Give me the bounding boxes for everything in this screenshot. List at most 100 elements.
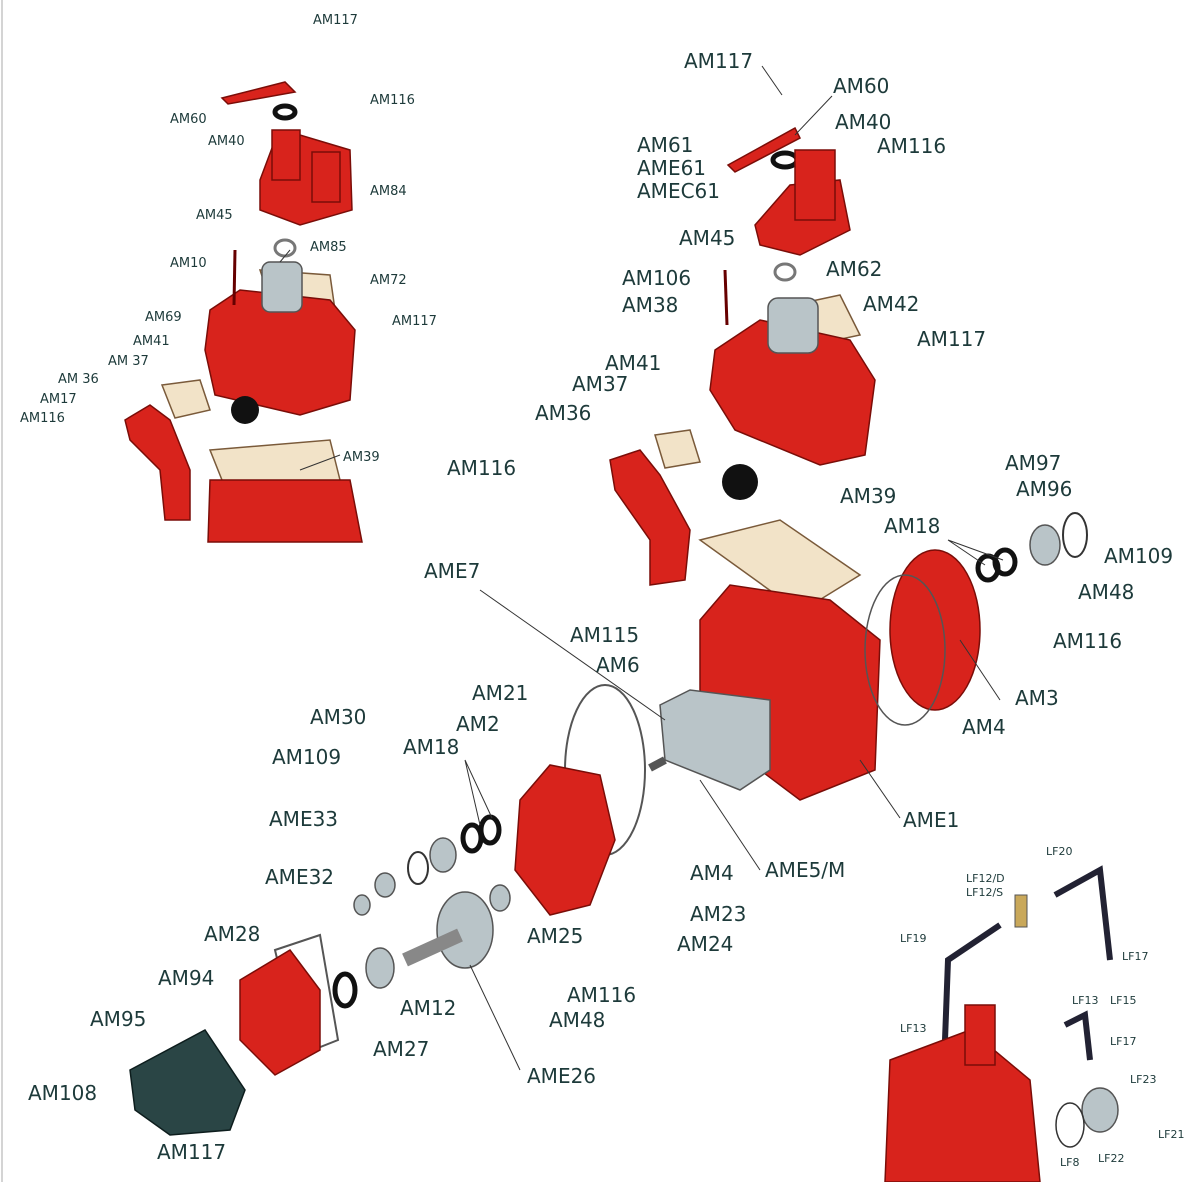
part-label: AM24 [677, 932, 733, 956]
port [312, 152, 340, 202]
part-label: AM10 [170, 256, 207, 271]
part-label: AM21 [472, 681, 528, 705]
part-label: AM116 [447, 456, 516, 480]
part-label: AM85 [310, 240, 347, 255]
part-label: AM45 [679, 226, 735, 250]
part-label: AM97 [1005, 451, 1061, 475]
part-label: AM37 [572, 372, 628, 396]
part-label: AM72 [370, 273, 407, 288]
ball [722, 464, 758, 500]
bearing [366, 948, 394, 988]
gear [354, 895, 370, 915]
part-label: AM39 [343, 450, 380, 465]
part-label: AM94 [158, 966, 214, 990]
part-label: AM106 [622, 266, 691, 290]
part-label: LF13 [1072, 994, 1098, 1007]
part-label: AM117 [157, 1140, 226, 1164]
part-label: AM40 [208, 134, 245, 149]
part-label: LF23 [1130, 1073, 1156, 1086]
part-label: LF15 [1110, 994, 1136, 1007]
fitting [1015, 895, 1027, 927]
part-label: AM45 [196, 208, 233, 223]
gear-wheel [437, 892, 493, 968]
part-label: AM95 [90, 1007, 146, 1031]
part-label: AM69 [145, 310, 182, 325]
part-label: AM116 [370, 93, 415, 108]
part-label: AM117 [392, 314, 437, 329]
part-label: AM117 [313, 13, 358, 28]
part-label: AM48 [1078, 580, 1134, 604]
part-label: AM41 [133, 334, 170, 349]
part-label: AM 37 [108, 354, 149, 369]
part-label: LF21 [1158, 1128, 1184, 1141]
part-label: AME32 [265, 865, 334, 889]
bearing [490, 885, 510, 911]
dipstick [234, 250, 235, 305]
dipstick [725, 270, 727, 325]
part-label: AM30 [310, 705, 366, 729]
part-label: LF17 [1110, 1035, 1136, 1048]
bearing [1030, 525, 1060, 565]
part-label: AM62 [826, 257, 882, 281]
part-label: AM108 [28, 1081, 97, 1105]
part-label: AM116 [20, 411, 65, 426]
part-label: LF12/D [966, 872, 1005, 885]
part-label: AME7 [424, 559, 480, 583]
part-label: AM117 [917, 327, 986, 351]
part-label: AM 36 [58, 372, 99, 387]
part-label: AM3 [1015, 686, 1059, 710]
exploded-diagram: AM117AM60AM116AM40AM84AM45AM85AM10AM72AM… [0, 0, 1184, 1182]
cover [1082, 1088, 1118, 1132]
part-label: AM48 [549, 1008, 605, 1032]
part-label: AM116 [1053, 629, 1122, 653]
part-label: AM40 [835, 110, 891, 134]
part-label: AM39 [840, 484, 896, 508]
part-label: AM60 [170, 112, 207, 127]
part-label: AM23 [690, 902, 746, 926]
part-label: AM109 [272, 745, 341, 769]
ball [231, 396, 259, 424]
body [208, 480, 362, 542]
port [795, 150, 835, 220]
part-label: AM42 [863, 292, 919, 316]
part-label: LF19 [900, 932, 926, 945]
part-label: AM17 [40, 392, 77, 407]
part-label: LF13 [900, 1022, 926, 1035]
part-label: AM116 [567, 983, 636, 1007]
part-label: AM18 [403, 735, 459, 759]
part-label: LF17 [1122, 950, 1148, 963]
part-label: AM2 [456, 712, 500, 736]
part-label: AM115 [570, 623, 639, 647]
part-label: LF20 [1046, 845, 1072, 858]
part-label: AME33 [269, 807, 338, 831]
part-label: AM6 [596, 653, 640, 677]
bearing [430, 838, 456, 872]
port [272, 130, 300, 180]
part-label: AM4 [962, 715, 1006, 739]
part-label: AM12 [400, 996, 456, 1020]
part-label: AM25 [527, 924, 583, 948]
gear [375, 873, 395, 897]
part-label: AM116 [877, 134, 946, 158]
part-label: AM4 [690, 861, 734, 885]
part-label: AM36 [535, 401, 591, 425]
valve [262, 262, 302, 312]
part-label: AME61 [637, 156, 706, 180]
part-label: AMEC61 [637, 179, 720, 203]
part-label: AME5/M [765, 858, 845, 882]
valve [768, 298, 818, 353]
part-label: AME26 [527, 1064, 596, 1088]
part-label: LF8 [1060, 1156, 1079, 1169]
part-label: AM109 [1104, 544, 1173, 568]
part-label: LF22 [1098, 1152, 1124, 1165]
port [965, 1005, 995, 1065]
part-label: AM60 [833, 74, 889, 98]
part-label: AM84 [370, 184, 407, 199]
part-label: LF12/S [966, 886, 1003, 899]
flange-cover [890, 550, 980, 710]
part-label: AM38 [622, 293, 678, 317]
part-label: AME1 [903, 808, 959, 832]
part-label: AM27 [373, 1037, 429, 1061]
part-label: AM117 [684, 49, 753, 73]
part-label: AM18 [884, 514, 940, 538]
